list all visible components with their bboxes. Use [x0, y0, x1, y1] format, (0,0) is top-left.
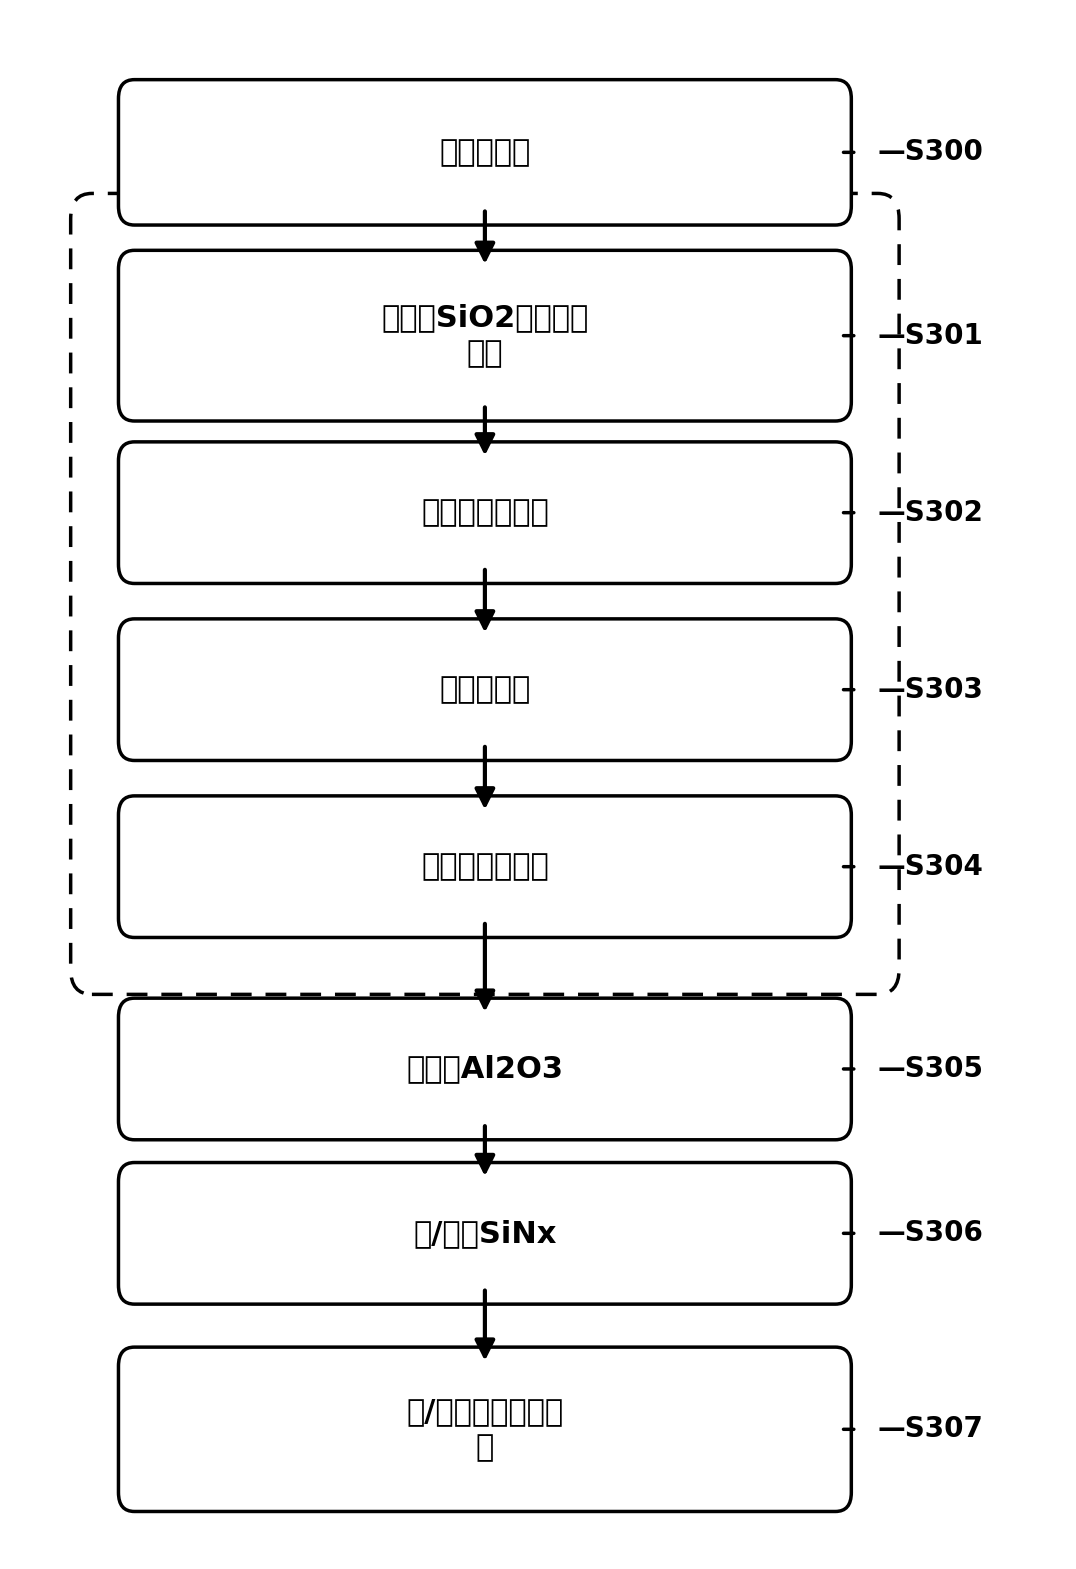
Text: —S302: —S302 — [878, 499, 983, 527]
FancyBboxPatch shape — [118, 1163, 851, 1304]
Text: —S307: —S307 — [878, 1415, 983, 1443]
FancyBboxPatch shape — [118, 442, 851, 584]
Text: 清洗、制绑: 清洗、制绑 — [439, 138, 530, 166]
Text: —S304: —S304 — [878, 852, 983, 880]
Text: 正/背电极印刷、烧
结: 正/背电极印刷、烧 结 — [407, 1396, 564, 1462]
FancyBboxPatch shape — [118, 618, 851, 761]
FancyBboxPatch shape — [118, 998, 851, 1139]
Text: —S303: —S303 — [878, 676, 983, 703]
Text: 背面镀SiO2及掺杂多
晶硅: 背面镀SiO2及掺杂多 晶硅 — [381, 303, 589, 369]
Text: —S300: —S300 — [878, 138, 983, 166]
Text: 正/背面SiNx: 正/背面SiNx — [413, 1219, 556, 1247]
Text: 边缘及背面刻蚀: 边缘及背面刻蚀 — [421, 852, 549, 882]
Text: —S301: —S301 — [878, 322, 983, 350]
Text: —S306: —S306 — [878, 1219, 983, 1247]
Text: 正面硼扩散: 正面硼扩散 — [439, 675, 530, 704]
FancyBboxPatch shape — [118, 795, 851, 938]
Text: —S305: —S305 — [878, 1054, 983, 1083]
FancyBboxPatch shape — [118, 251, 851, 420]
FancyBboxPatch shape — [118, 1348, 851, 1511]
Text: 正面镀Al2O3: 正面镀Al2O3 — [407, 1054, 564, 1084]
Text: 边缘及正面刻蚀: 边缘及正面刻蚀 — [421, 499, 549, 527]
FancyBboxPatch shape — [118, 80, 851, 224]
